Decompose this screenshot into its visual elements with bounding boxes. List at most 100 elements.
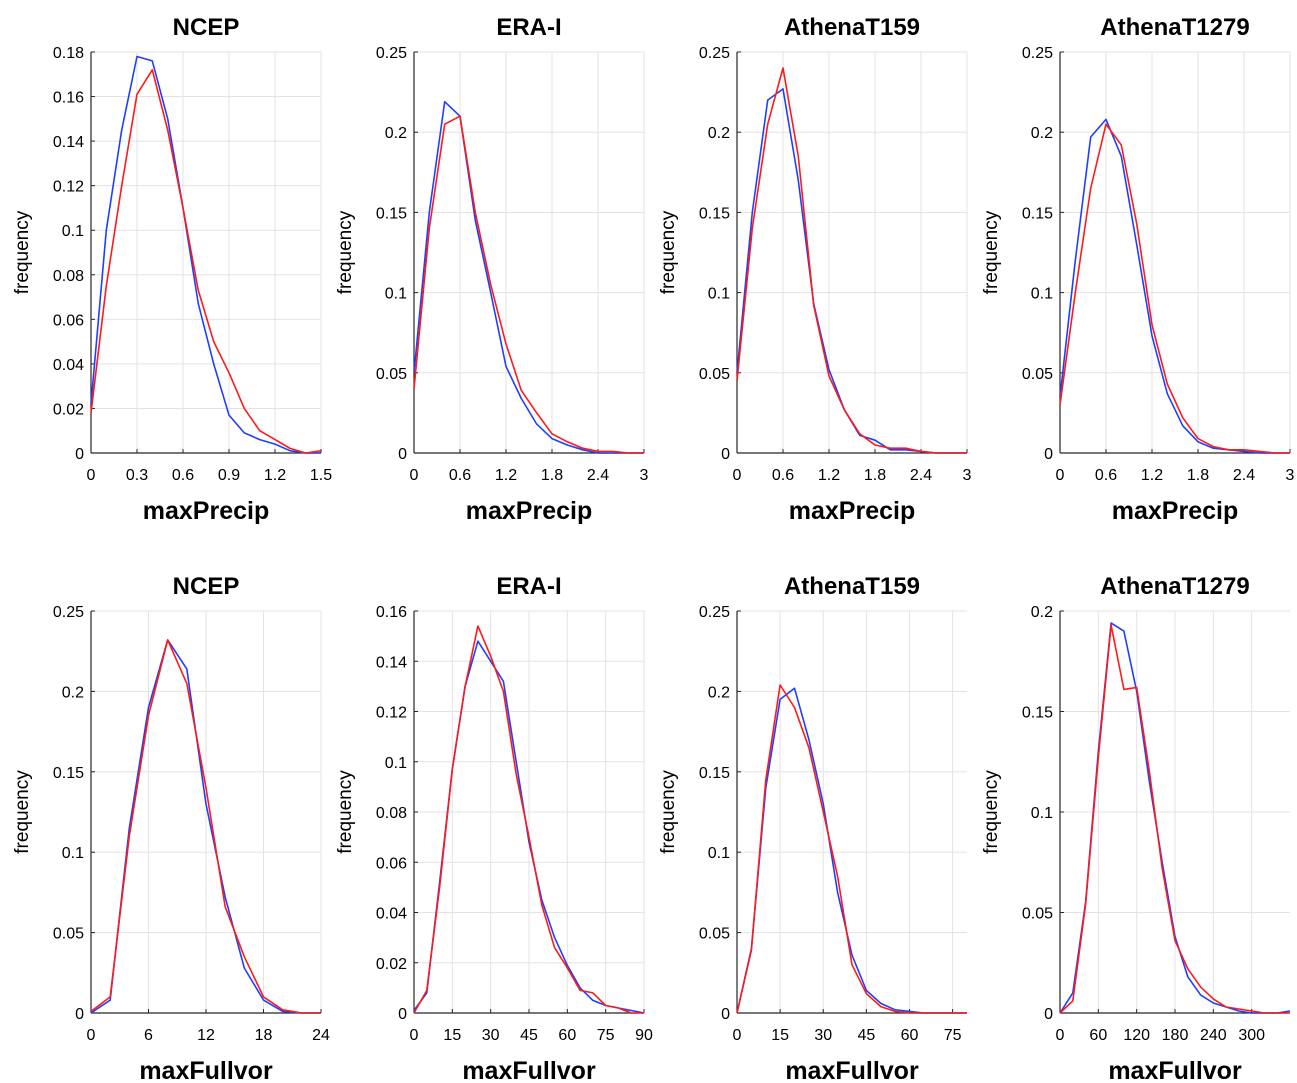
y-axis-label: frequency <box>658 210 679 294</box>
y-tick-label: 0.2 <box>1031 125 1053 142</box>
y-tick-label: 0.12 <box>53 179 84 196</box>
x-axis-label: maxFullvor <box>462 1057 596 1083</box>
y-tick-label: 0 <box>721 1006 730 1023</box>
x-tick-label: 24 <box>312 1027 330 1044</box>
subplot-6: 0 15 30 45 60 75 0 0.05 0.1 0.15 0.2 0.25 AthenaT159… <box>658 573 967 1083</box>
y-tick-label: 0.05 <box>1022 366 1053 383</box>
subplot-4: 0 6 12 18 24 0 0.05 0.1 0.15 0.2 0.25 NCEP maxFullvo… <box>12 573 330 1083</box>
x-tick-label: 30 <box>814 1027 832 1044</box>
x-tick-label: 0.3 <box>126 467 148 484</box>
x-axis-label: maxPrecip <box>789 497 915 525</box>
y-tick-label: 0 <box>75 446 84 463</box>
x-tick-label: 0.6 <box>172 467 194 484</box>
y-tick-label: 0.15 <box>53 765 84 782</box>
x-tick-label: 18 <box>255 1027 273 1044</box>
y-tick-label: 0.08 <box>376 805 407 822</box>
y-tick-label: 0.05 <box>376 366 407 383</box>
subplot-2: 0 0.6 1.2 1.8 2.4 3 0 0.05 0.1 0.15 0.2 0.25 AthenaT… <box>658 14 972 525</box>
plot-area <box>737 611 967 1013</box>
y-axis-label: frequency <box>12 770 33 854</box>
y-axis-label: frequency <box>981 210 1002 294</box>
x-tick-label: 3 <box>963 467 972 484</box>
y-tick-label: 0.25 <box>376 45 407 62</box>
y-tick-label: 0.25 <box>53 604 84 621</box>
subplot-0: 0 0.3 0.6 0.9 1.2 1.5 0 0.02 0.04 0.06 0.08 0.1 0.12… <box>12 14 332 525</box>
y-tick-label: 0.1 <box>385 755 407 772</box>
x-tick-label: 0 <box>410 467 419 484</box>
x-tick-label: 1.8 <box>864 467 886 484</box>
y-tick-label: 0.15 <box>699 205 730 222</box>
x-tick-label: 2.4 <box>587 467 609 484</box>
series-line-1 <box>1059 624 1290 1014</box>
series-line-1 <box>413 115 644 454</box>
y-tick-label: 0.02 <box>376 956 407 973</box>
series-line-1 <box>413 625 644 1014</box>
x-tick-label: 0 <box>733 1027 742 1044</box>
y-tick-label: 0.15 <box>376 205 407 222</box>
y-tick-label: 0.14 <box>53 134 84 151</box>
x-tick-label: 0 <box>1056 1027 1065 1044</box>
series-line-1 <box>1059 123 1290 454</box>
x-tick-label: 3 <box>1286 467 1295 484</box>
y-axis-label: frequency <box>658 770 679 854</box>
y-axis-label: frequency <box>335 210 356 294</box>
x-tick-label: 0 <box>733 467 742 484</box>
y-tick-label: 0.2 <box>62 684 84 701</box>
y-tick-label: 0.08 <box>53 268 84 285</box>
series-line-1 <box>90 639 321 1014</box>
y-tick-label: 0.06 <box>53 312 84 329</box>
y-tick-label: 0.12 <box>376 705 407 722</box>
subplot-7: 0 60 120 180 240 300 0 0.05 0.1 0.15 0.2 AthenaT127… <box>981 573 1291 1083</box>
x-tick-label: 300 <box>1238 1027 1265 1044</box>
y-axis-label: frequency <box>335 770 356 854</box>
y-tick-label: 0.1 <box>385 286 407 303</box>
y-tick-label: 0.1 <box>708 286 730 303</box>
y-tick-label: 0 <box>398 1006 407 1023</box>
chart-title: AthenaT159 <box>784 14 920 41</box>
x-tick-label: 1.2 <box>1141 467 1163 484</box>
x-tick-label: 30 <box>482 1027 500 1044</box>
plot-area <box>737 52 967 453</box>
y-axis-label: frequency <box>12 210 33 294</box>
y-tick-label: 0.04 <box>53 357 84 374</box>
y-tick-label: 0.05 <box>1022 906 1053 923</box>
y-tick-label: 0 <box>1044 1006 1053 1023</box>
plot-area <box>91 52 321 453</box>
x-tick-label: 2.4 <box>1233 467 1255 484</box>
x-tick-label: 0.6 <box>1095 467 1117 484</box>
x-tick-label: 45 <box>857 1027 875 1044</box>
x-tick-label: 15 <box>443 1027 461 1044</box>
x-tick-label: 0 <box>1056 467 1065 484</box>
x-axis-label: maxFullvor <box>139 1057 273 1083</box>
chart-title: ERA-I <box>496 14 561 41</box>
y-axis-label: frequency <box>981 770 1002 854</box>
x-tick-label: 1.2 <box>818 467 840 484</box>
x-tick-label: 6 <box>144 1027 153 1044</box>
x-tick-label: 12 <box>197 1027 215 1044</box>
x-axis-label: maxPrecip <box>466 497 592 525</box>
x-tick-label: 1.5 <box>310 467 332 484</box>
x-tick-label: 1.8 <box>541 467 563 484</box>
y-tick-label: 0.06 <box>376 855 407 872</box>
chart-title: AthenaT159 <box>784 573 920 600</box>
y-tick-label: 0.15 <box>1022 705 1053 722</box>
chart-title: ERA-I <box>496 573 561 600</box>
plot-area <box>1060 52 1290 453</box>
x-tick-label: 0.9 <box>218 467 240 484</box>
x-tick-label: 0.6 <box>449 467 471 484</box>
y-tick-label: 0.18 <box>53 45 84 62</box>
x-tick-label: 75 <box>944 1027 962 1044</box>
series-line-0 <box>1059 118 1290 454</box>
x-tick-label: 1.2 <box>495 467 517 484</box>
chart-title: NCEP <box>173 14 240 41</box>
series-line-0 <box>413 100 644 454</box>
subplot-1: 0 0.6 1.2 1.8 2.4 3 0 0.05 0.1 0.15 0.2 0.25 ERA-I ma… <box>335 14 649 525</box>
series-line-1 <box>90 69 322 454</box>
series-line-0 <box>90 639 321 1014</box>
y-tick-label: 0.1 <box>1031 286 1053 303</box>
series-line-0 <box>90 55 321 454</box>
y-tick-label: 0.16 <box>53 90 84 107</box>
x-tick-label: 60 <box>901 1027 919 1044</box>
y-tick-label: 0.1 <box>708 845 730 862</box>
